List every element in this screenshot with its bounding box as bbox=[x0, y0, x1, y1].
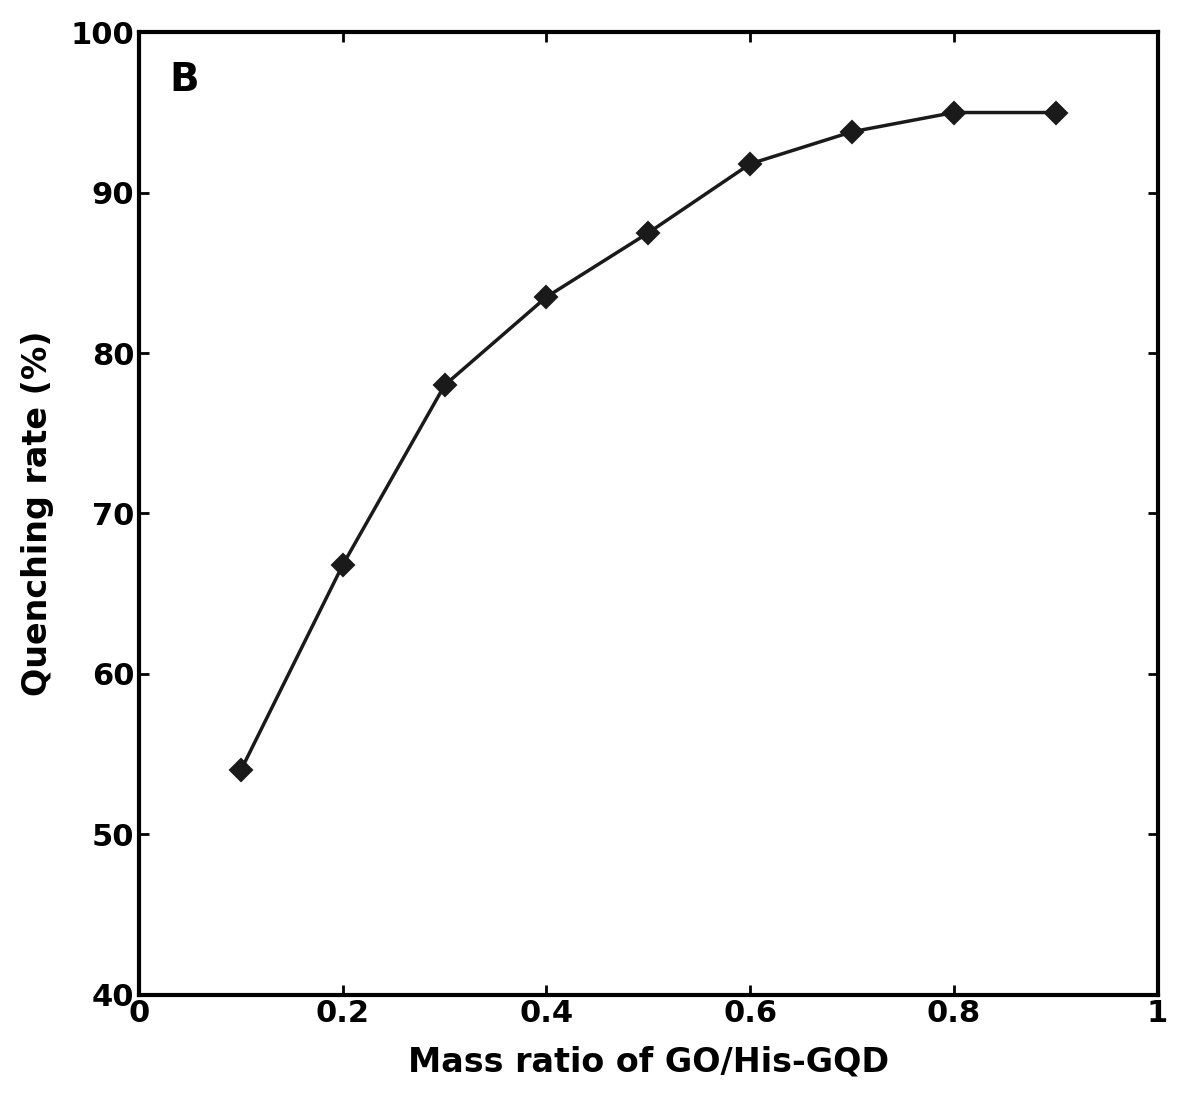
Y-axis label: Quenching rate (%): Quenching rate (%) bbox=[21, 331, 54, 697]
Text: B: B bbox=[170, 62, 200, 99]
X-axis label: Mass ratio of GO/His-GQD: Mass ratio of GO/His-GQD bbox=[408, 1045, 889, 1078]
